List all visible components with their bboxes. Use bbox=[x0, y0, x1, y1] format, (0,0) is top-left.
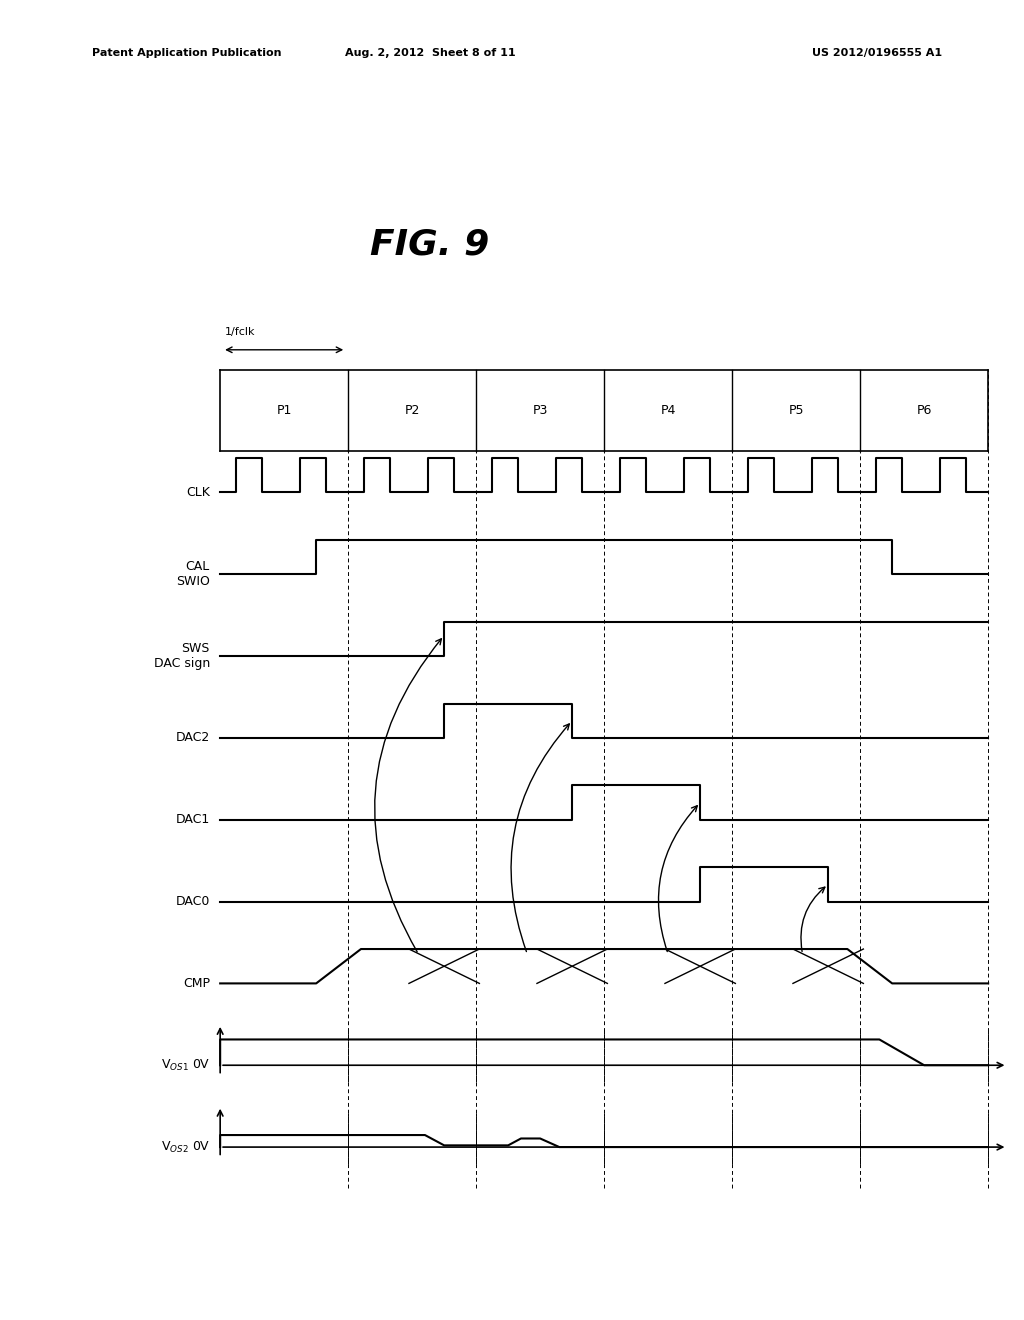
Text: P4: P4 bbox=[660, 404, 676, 417]
Text: P2: P2 bbox=[404, 404, 420, 417]
Text: FIG. 9: FIG. 9 bbox=[371, 227, 489, 261]
Text: Aug. 2, 2012  Sheet 8 of 11: Aug. 2, 2012 Sheet 8 of 11 bbox=[345, 48, 515, 58]
Text: P6: P6 bbox=[916, 404, 932, 417]
Text: DAC1: DAC1 bbox=[176, 813, 210, 826]
Text: V$_{OS2}$ 0V: V$_{OS2}$ 0V bbox=[161, 1139, 210, 1155]
Text: SWS
DAC sign: SWS DAC sign bbox=[154, 642, 210, 671]
Text: CAL
SWIO: CAL SWIO bbox=[176, 560, 210, 589]
Text: CLK: CLK bbox=[186, 486, 210, 499]
Text: DAC2: DAC2 bbox=[176, 731, 210, 744]
Text: V$_{OS1}$ 0V: V$_{OS1}$ 0V bbox=[161, 1057, 210, 1073]
Text: Patent Application Publication: Patent Application Publication bbox=[92, 48, 282, 58]
Text: CMP: CMP bbox=[183, 977, 210, 990]
Text: DAC0: DAC0 bbox=[175, 895, 210, 908]
Text: P3: P3 bbox=[532, 404, 548, 417]
Text: US 2012/0196555 A1: US 2012/0196555 A1 bbox=[812, 48, 942, 58]
Text: 1/fclk: 1/fclk bbox=[225, 326, 256, 337]
Text: P1: P1 bbox=[276, 404, 292, 417]
Text: P5: P5 bbox=[788, 404, 804, 417]
